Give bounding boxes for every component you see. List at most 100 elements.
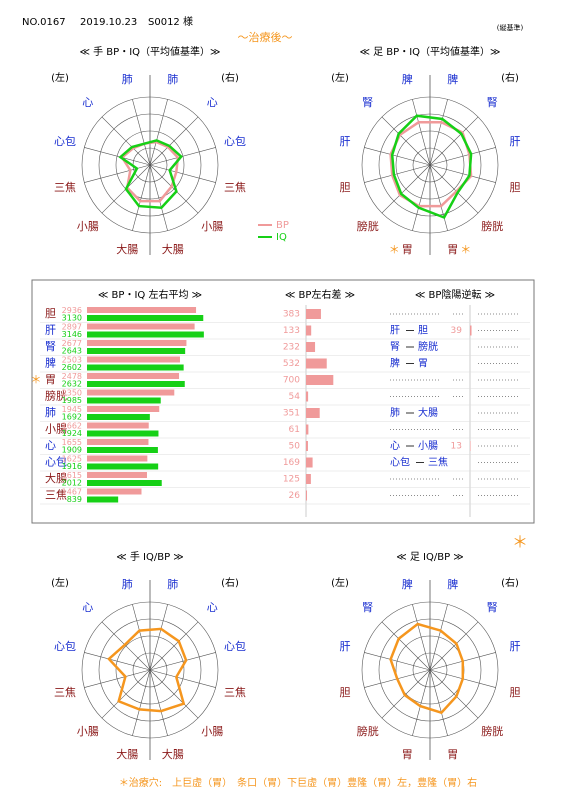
radar-title: ≪ 足 BP・IQ（平均値基準）≫: [359, 45, 500, 58]
diff-value: 54: [289, 392, 301, 402]
bp-bar: [87, 340, 187, 346]
spoke: [149, 147, 216, 166]
organ: 胆: [45, 307, 56, 320]
organ: 心包: [45, 456, 67, 469]
reversal-yang: 三焦: [428, 456, 448, 469]
reversal-yang: 胃: [418, 358, 428, 370]
iq-bar: [87, 397, 161, 404]
series-line: [389, 121, 473, 208]
series-line: [107, 627, 188, 713]
spoke: [412, 164, 431, 231]
diff-bar: [306, 474, 311, 484]
category-label: 心包: [54, 135, 76, 148]
reversal-value: 39: [451, 326, 463, 336]
spoke: [364, 147, 431, 166]
category-label: 心包: [224, 135, 246, 148]
category-label: 膀胱: [357, 724, 379, 738]
bp-value: 2350: [62, 389, 82, 398]
date: 2019.10.23: [80, 17, 137, 28]
diff-value: 232: [283, 343, 300, 353]
organ: 心: [45, 439, 56, 452]
bp-value: 1945: [62, 405, 82, 414]
spoke: [429, 147, 496, 166]
iq-bar: [87, 381, 185, 387]
side-label: (左): [51, 576, 69, 589]
spoke: [149, 164, 168, 231]
side-label: (右): [221, 71, 239, 84]
spoke: [101, 669, 151, 719]
category-label: 小腸: [201, 220, 223, 233]
category-label: 腎: [362, 601, 373, 614]
radar-title: ≪ 手 IQ/BP ≫: [116, 550, 184, 563]
reversal-value: 13: [451, 442, 462, 452]
spoke: [381, 164, 431, 214]
spoke: [149, 164, 199, 214]
diff-bar: [306, 408, 320, 418]
organ: 脾: [45, 356, 56, 370]
category-label: 大腸: [116, 747, 138, 761]
bp-bar: [87, 373, 180, 379]
category-label: 心包: [54, 640, 76, 653]
iq-value: 2632: [62, 380, 82, 389]
diff-value: 383: [283, 310, 300, 320]
spoke: [412, 604, 431, 671]
category-label: 小腸: [201, 725, 223, 738]
spoke: [84, 669, 151, 688]
reversal-yin: 心: [390, 440, 400, 452]
organ: 腎: [45, 340, 56, 353]
table-header: ≪ BP・IQ 左右平均 ≫: [98, 288, 202, 301]
reversal-bar: [470, 325, 472, 336]
category-label: 心: [82, 96, 93, 109]
spoke: [84, 147, 151, 166]
category-label: 三焦: [224, 686, 246, 699]
table-header: ≪ BP左右差 ≫: [285, 288, 355, 301]
radar-title: ≪ 手 BP・IQ（平均値基準）≫: [79, 45, 220, 58]
category-label: 三焦: [54, 181, 76, 194]
reversal-bar: [470, 441, 471, 451]
spoke: [149, 116, 199, 166]
spoke: [101, 621, 151, 671]
spoke: [429, 621, 479, 671]
spoke: [429, 116, 479, 166]
basis: (縦基準): [497, 23, 524, 32]
organ: 肺: [45, 406, 56, 419]
star: ＊: [460, 243, 471, 256]
category-label: 膀胱: [481, 219, 503, 233]
iq-bar: [87, 496, 119, 503]
side-label: (左): [331, 576, 349, 589]
diff-bar: [306, 424, 309, 435]
record-no: NO.0167: [22, 17, 66, 28]
category-label: 肺: [122, 578, 133, 591]
spoke: [132, 99, 151, 166]
category-label: 腎: [487, 96, 498, 109]
iq-value: 1909: [62, 446, 82, 455]
reversal-yin: 心包: [390, 456, 410, 469]
category-label: 胃: [402, 748, 413, 761]
diff-value: 700: [283, 376, 300, 386]
bp-value: 1625: [62, 455, 82, 464]
reversal-yang: 胆: [418, 325, 428, 337]
iq-value: 839: [67, 495, 82, 504]
organ: 小腸: [45, 423, 67, 436]
spoke: [429, 669, 479, 719]
diff-value: 125: [283, 475, 300, 485]
bp-bar: [87, 455, 148, 462]
footer: ＊治療穴: 上巨虚（胃） 条口（胃）下巨虚（胃）豊隆（胃）左，豊隆（胃）右: [119, 776, 477, 789]
category-label: 肝: [339, 135, 350, 148]
diff-bar: [306, 457, 313, 468]
series-line: [120, 140, 180, 203]
spoke: [429, 604, 448, 671]
iq-value: 1692: [62, 413, 82, 422]
category-label: 胃: [447, 748, 458, 761]
spoke: [149, 669, 199, 719]
diff-bar: [306, 358, 327, 369]
category-label: 脾: [402, 577, 413, 591]
legend-label: IQ: [276, 232, 287, 243]
iq-bar: [87, 430, 159, 437]
category-label: 脾: [447, 72, 458, 86]
iq-value: 1916: [62, 462, 82, 471]
spoke: [132, 669, 151, 736]
category-label: 胆: [339, 181, 350, 194]
iq-value: 2012: [62, 479, 82, 488]
